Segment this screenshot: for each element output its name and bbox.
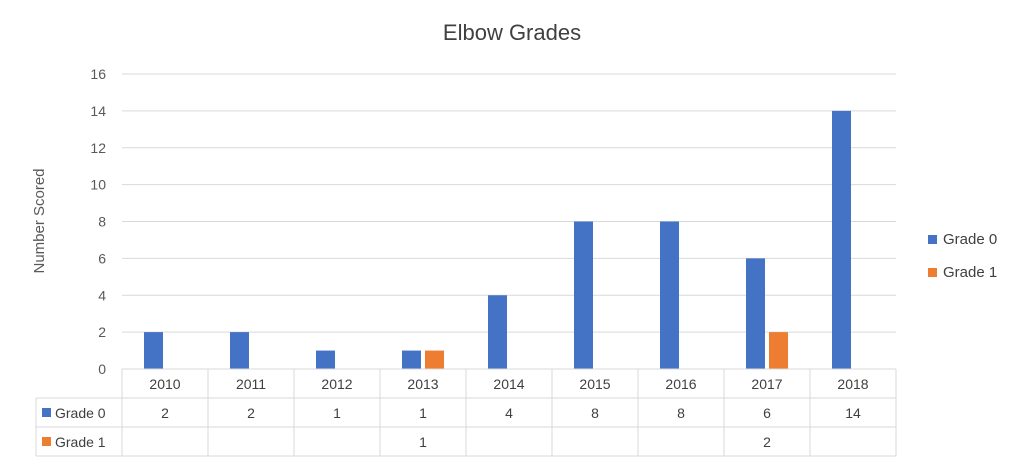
x-tick-label: 2014: [493, 376, 524, 392]
table-cell-value: 8: [591, 405, 599, 421]
bar-grade-0: [660, 221, 679, 369]
y-tick-label: 14: [90, 103, 106, 119]
bar-grade-1: [769, 332, 788, 369]
legend-label: Grade 0: [943, 231, 997, 248]
gridlines: [122, 73, 896, 370]
table-series-label: Grade 1: [55, 434, 106, 450]
x-tick-label: 2018: [837, 376, 868, 392]
legend-key: [928, 268, 937, 277]
y-tick-label: 10: [90, 177, 106, 193]
table-legend-key: [42, 408, 51, 417]
y-axis-title: Number Scored: [31, 168, 48, 273]
bars: [144, 110, 851, 369]
y-tick-label: 0: [98, 361, 106, 377]
x-tick-label: 2015: [579, 376, 610, 392]
legend: Grade 0 Grade 1: [928, 231, 997, 281]
bar-grade-1: [425, 350, 444, 369]
y-tick-label: 4: [98, 287, 106, 303]
y-tick-label: 12: [90, 140, 106, 156]
bar-grade-0: [746, 258, 765, 369]
table-legend-key: [42, 437, 51, 446]
x-tick-label: 2013: [407, 376, 438, 392]
table-cell-value: 14: [845, 405, 861, 421]
legend-key: [928, 235, 937, 244]
bar-grade-0: [230, 332, 249, 369]
y-tick-label: 16: [90, 66, 106, 82]
bar-grade-0: [488, 295, 507, 369]
bar-grade-0: [402, 350, 421, 369]
table-series-label: Grade 0: [55, 405, 106, 421]
chart-title: Elbow Grades: [443, 20, 581, 45]
x-tick-label: 2011: [236, 376, 266, 392]
table-cell-value: 2: [763, 434, 771, 450]
table-cell-value: 2: [247, 405, 255, 421]
x-tick-label: 2016: [665, 376, 696, 392]
bar-grade-0: [144, 332, 163, 369]
y-tick-labels: 0 2 4 6 8 10 12 14 16: [90, 66, 106, 377]
table-cell-value: 2: [161, 405, 169, 421]
table-cell-value: 8: [677, 405, 685, 421]
x-tick-label: 2017: [751, 376, 782, 392]
data-table: 2010 2011 2012 2013 2014 2015 2016 2017 2018 Grad…: [35, 368, 897, 457]
bar-grade-0: [832, 110, 851, 369]
y-tick-label: 8: [98, 214, 106, 230]
legend-label: Grade 1: [943, 264, 997, 281]
bar-grade-0: [316, 350, 335, 369]
x-tick-label: 2012: [321, 376, 352, 392]
table-cell-value: 6: [763, 405, 771, 421]
bar-grade-0: [574, 221, 593, 369]
y-tick-label: 6: [98, 250, 106, 266]
table-cell-value: 1: [419, 434, 427, 450]
table-cell-value: 1: [333, 405, 341, 421]
y-tick-label: 2: [98, 324, 106, 340]
table-cell-value: 1: [419, 405, 427, 421]
x-tick-label: 2010: [149, 376, 180, 392]
table-cell-value: 4: [505, 405, 513, 421]
